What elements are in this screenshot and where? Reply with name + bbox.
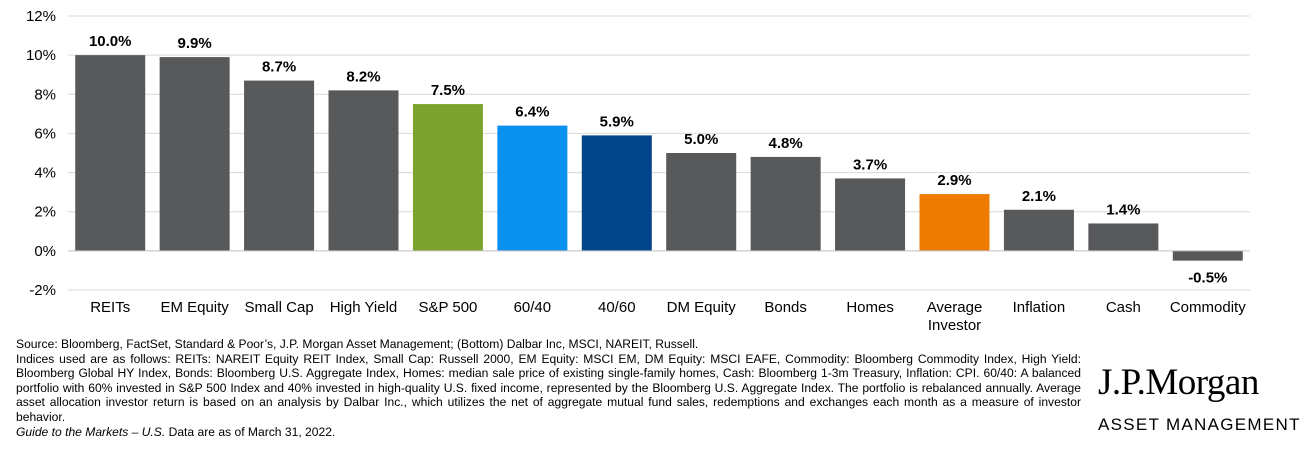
data-label: 6.4% xyxy=(515,104,549,121)
data-label: 9.9% xyxy=(178,35,212,52)
data-label: 3.7% xyxy=(853,156,887,173)
y-tick-label: 4% xyxy=(34,165,56,182)
bar xyxy=(412,104,483,251)
data-label: 4.8% xyxy=(769,135,803,152)
footnotes: Source: Bloomberg, FactSet, Standard & P… xyxy=(16,337,1081,439)
data-label: 8.7% xyxy=(262,59,296,76)
category-label: Average xyxy=(927,299,983,316)
bar xyxy=(75,55,146,251)
data-label: 10.0% xyxy=(89,33,132,50)
category-label: 60/40 xyxy=(514,299,552,316)
category-label: DM Equity xyxy=(667,299,737,316)
y-tick-label: 2% xyxy=(34,204,56,221)
bar xyxy=(666,153,737,251)
guide-title: Guide to the Markets – U.S. xyxy=(16,424,166,439)
y-axis: -2% 0% 2% 4% 6% 8% 10% 12% xyxy=(26,8,56,299)
logo-subtitle: ASSET MANAGEMENT xyxy=(1098,415,1301,434)
category-label: Commodity xyxy=(1170,299,1246,316)
bar xyxy=(750,156,821,251)
category-label: S&P 500 xyxy=(418,299,477,316)
y-tick-label: -2% xyxy=(29,282,56,299)
bar xyxy=(497,125,568,251)
bar xyxy=(919,194,990,251)
category-label: Inflation xyxy=(1013,299,1066,316)
data-label: 2.1% xyxy=(1022,188,1056,205)
data-date: Data are as of March 31, 2022. xyxy=(165,424,336,439)
bar xyxy=(159,57,230,251)
bar xyxy=(328,90,399,251)
bar xyxy=(1088,223,1159,251)
bar-chart: -2% 0% 2% 4% 6% 8% 10% 12% REITs EM Equity Small … xyxy=(26,8,1250,334)
date-note: Guide to the Markets – U.S. Data are as … xyxy=(16,425,1081,440)
data-labels: 10.0% 9.9% 8.7% 8.2% 7.5% 6.4% 5.9% 5.0% 4.8% 3.7… xyxy=(89,33,1227,287)
y-tick-label: 8% xyxy=(34,86,56,103)
data-label: -0.5% xyxy=(1188,270,1227,287)
bar xyxy=(1172,250,1243,261)
category-label: Cash xyxy=(1106,299,1141,316)
y-tick-label: 0% xyxy=(34,243,56,260)
data-label: 5.9% xyxy=(600,113,634,130)
logo-wordmark: J.P.Morgan xyxy=(1098,362,1259,403)
x-axis-labels: REITs EM Equity Small Cap High Yield S&P 500… xyxy=(90,299,1246,334)
category-label: Bonds xyxy=(764,299,807,316)
category-label: Small Cap xyxy=(244,299,313,316)
jpmorgan-logo: J.P.Morgan ASSET MANAGEMENT xyxy=(1098,362,1301,435)
data-label: 5.0% xyxy=(684,131,718,148)
data-label: 7.5% xyxy=(431,82,465,99)
bar xyxy=(835,178,906,251)
y-tick-label: 6% xyxy=(34,125,56,142)
category-label: High Yield xyxy=(330,299,398,316)
category-label: Homes xyxy=(846,299,894,316)
data-label: 8.2% xyxy=(346,68,380,85)
y-tick-label: 10% xyxy=(26,47,56,64)
indices-note: Indices used are as follows: REITs: NARE… xyxy=(16,351,1081,424)
category-label: 40/60 xyxy=(598,299,636,316)
data-label: 1.4% xyxy=(1106,201,1140,218)
category-label: Investor xyxy=(928,317,981,334)
bars xyxy=(75,55,1243,261)
category-label: REITs xyxy=(90,299,130,316)
category-label: EM Equity xyxy=(160,299,229,316)
data-label: 2.9% xyxy=(937,172,971,189)
source-note: Source: Bloomberg, FactSet, Standard & P… xyxy=(16,337,699,351)
bar xyxy=(581,135,652,251)
bar xyxy=(1003,209,1074,251)
y-tick-label: 12% xyxy=(26,8,56,25)
bar xyxy=(244,80,315,251)
